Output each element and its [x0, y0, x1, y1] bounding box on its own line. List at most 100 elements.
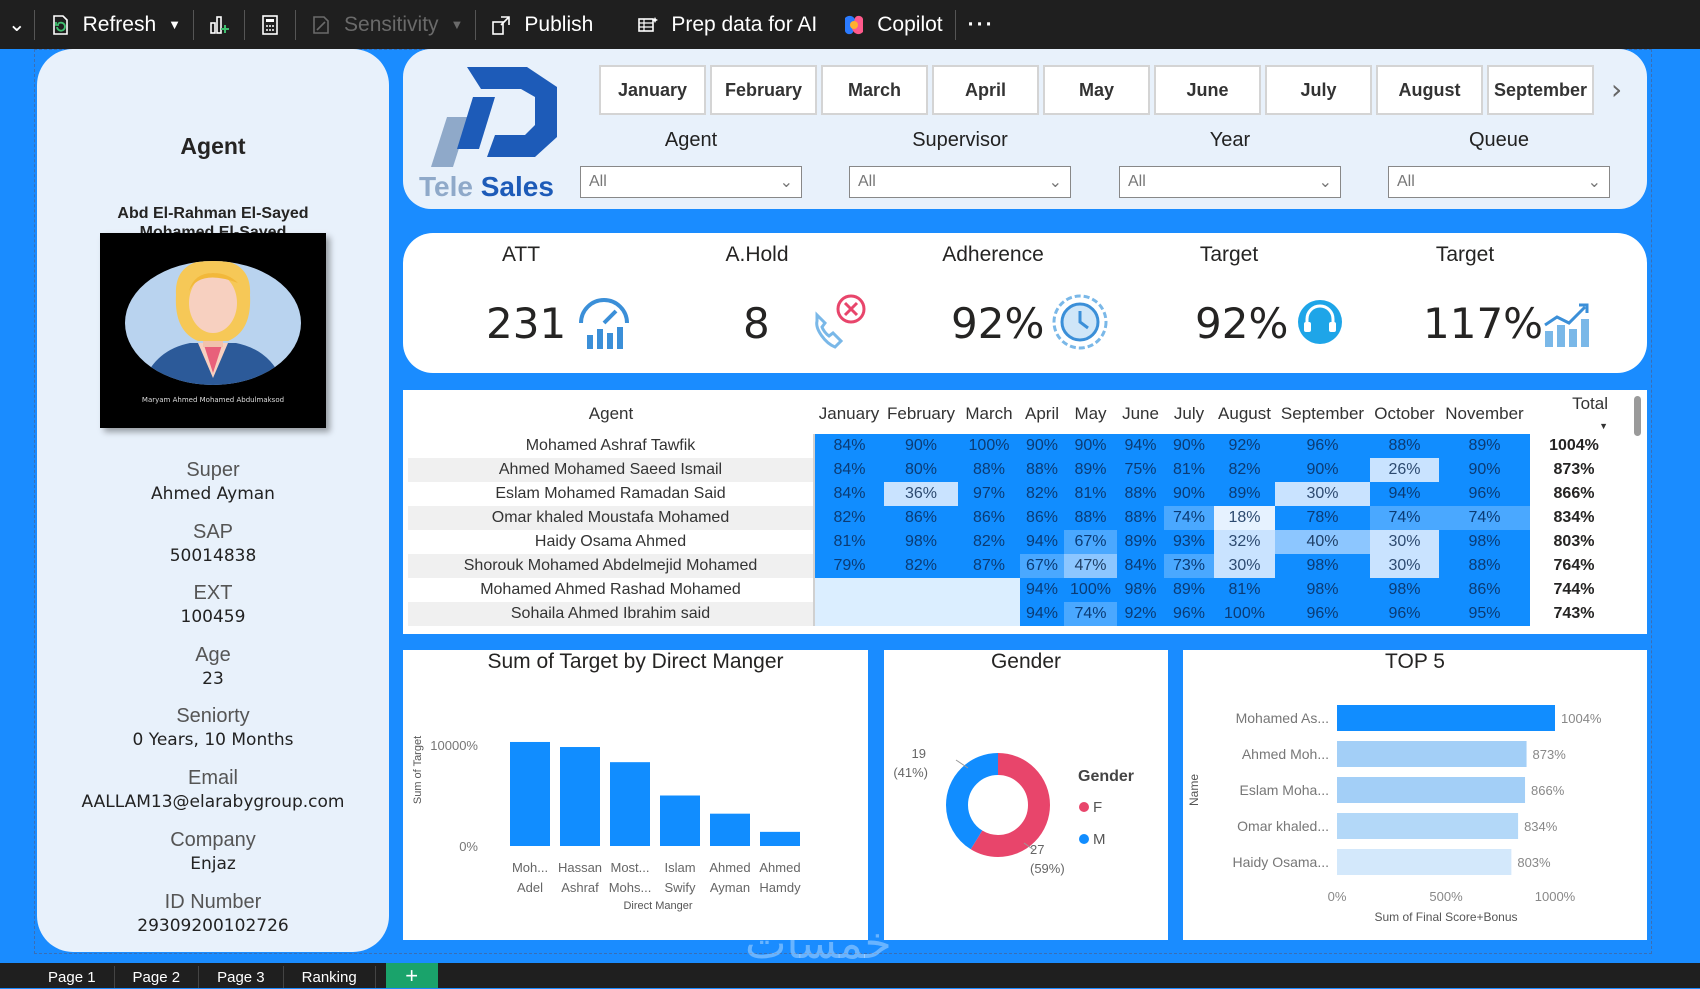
- copilot-button[interactable]: Copilot: [829, 0, 954, 49]
- value-cell[interactable]: 84%: [1117, 554, 1164, 578]
- value-cell[interactable]: 86%: [1439, 578, 1530, 602]
- value-cell[interactable]: 30%: [1370, 554, 1439, 578]
- value-cell[interactable]: 90%: [1164, 482, 1214, 506]
- value-cell[interactable]: 96%: [1439, 482, 1530, 506]
- agent-cell[interactable]: Omar khaled Moustafa Mohamed: [408, 506, 815, 530]
- column-header-month[interactable]: April: [1024, 404, 1059, 423]
- value-cell[interactable]: 18%: [1214, 506, 1275, 530]
- value-cell[interactable]: 32%: [1214, 530, 1275, 554]
- value-cell[interactable]: 94%: [1117, 434, 1164, 458]
- month-button-march[interactable]: March: [821, 65, 928, 115]
- publish-button[interactable]: Publish: [476, 0, 605, 49]
- value-cell[interactable]: 74%: [1064, 602, 1117, 626]
- value-cell[interactable]: 92%: [1117, 602, 1164, 626]
- value-cell[interactable]: [814, 602, 884, 626]
- value-cell[interactable]: 86%: [884, 506, 958, 530]
- more-options-button[interactable]: ···: [956, 0, 1007, 49]
- value-cell[interactable]: 90%: [1439, 458, 1530, 482]
- value-cell[interactable]: 98%: [1439, 530, 1530, 554]
- value-cell[interactable]: 92%: [1214, 434, 1275, 458]
- value-cell[interactable]: 89%: [1117, 530, 1164, 554]
- value-cell[interactable]: [958, 602, 1020, 626]
- value-cell[interactable]: 74%: [1439, 506, 1530, 530]
- value-cell[interactable]: 30%: [1214, 554, 1275, 578]
- value-cell[interactable]: 89%: [1064, 458, 1117, 482]
- value-cell[interactable]: 82%: [1020, 482, 1064, 506]
- value-cell[interactable]: 74%: [1164, 506, 1214, 530]
- value-cell[interactable]: 30%: [1370, 530, 1439, 554]
- value-cell[interactable]: 88%: [1117, 482, 1164, 506]
- tab-ranking[interactable]: Ranking: [284, 966, 376, 988]
- value-cell[interactable]: 98%: [1275, 554, 1370, 578]
- agent-cell[interactable]: Shorouk Mohamed Abdelmejid Mohamed: [408, 554, 815, 578]
- value-cell[interactable]: [958, 578, 1020, 602]
- value-cell[interactable]: [884, 602, 958, 626]
- value-cell[interactable]: 96%: [1370, 602, 1439, 626]
- value-cell[interactable]: 89%: [1439, 434, 1530, 458]
- sensitivity-button[interactable]: Sensitivity ▼: [296, 0, 475, 49]
- value-cell[interactable]: 82%: [1214, 458, 1275, 482]
- total-cell[interactable]: 764%: [1553, 557, 1595, 574]
- refresh-button[interactable]: Refresh ▼: [35, 0, 193, 49]
- calculator-button[interactable]: [245, 0, 295, 49]
- value-cell[interactable]: 87%: [958, 554, 1020, 578]
- total-cell[interactable]: 743%: [1553, 605, 1595, 622]
- value-cell[interactable]: 97%: [958, 482, 1020, 506]
- month-button-june[interactable]: June: [1154, 65, 1261, 115]
- collapse-ribbon-button[interactable]: ⌄: [0, 0, 34, 49]
- value-cell[interactable]: 98%: [1370, 578, 1439, 602]
- value-cell[interactable]: 94%: [1020, 602, 1064, 626]
- column-header-month[interactable]: August: [1218, 404, 1271, 423]
- value-cell[interactable]: 80%: [884, 458, 958, 482]
- total-cell[interactable]: 873%: [1553, 461, 1595, 478]
- value-cell[interactable]: 89%: [1214, 482, 1275, 506]
- month-button-april[interactable]: April: [932, 65, 1039, 115]
- value-cell[interactable]: 88%: [958, 458, 1020, 482]
- value-cell[interactable]: 90%: [1164, 434, 1214, 458]
- value-cell[interactable]: 36%: [884, 482, 958, 506]
- agent-cell[interactable]: Ahmed Mohamed Saeed Ismail: [408, 458, 815, 482]
- value-cell[interactable]: 84%: [814, 458, 884, 482]
- value-cell[interactable]: 100%: [958, 434, 1020, 458]
- column-header-month[interactable]: March: [965, 404, 1013, 423]
- month-button-february[interactable]: February: [710, 65, 817, 115]
- value-cell[interactable]: 82%: [958, 530, 1020, 554]
- value-cell[interactable]: 74%: [1370, 506, 1439, 530]
- value-cell[interactable]: 88%: [1370, 434, 1439, 458]
- matrix-scrollbar[interactable]: [1634, 396, 1641, 436]
- column-header-agent[interactable]: Agent: [588, 404, 634, 423]
- column-header-month[interactable]: October: [1374, 404, 1435, 423]
- value-cell[interactable]: 67%: [1064, 530, 1117, 554]
- slicer-dropdown-year[interactable]: All ⌄: [1119, 166, 1341, 198]
- value-cell[interactable]: 78%: [1275, 506, 1370, 530]
- month-button-july[interactable]: July: [1265, 65, 1372, 115]
- slicer-dropdown-queue[interactable]: All ⌄: [1388, 166, 1610, 198]
- value-cell[interactable]: 96%: [1275, 602, 1370, 626]
- agent-cell[interactable]: Mohamed Ashraf Tawfik: [408, 434, 815, 458]
- value-cell[interactable]: 95%: [1439, 602, 1530, 626]
- value-cell[interactable]: 81%: [1064, 482, 1117, 506]
- value-cell[interactable]: 82%: [884, 554, 958, 578]
- value-cell[interactable]: 100%: [1214, 602, 1275, 626]
- value-cell[interactable]: 90%: [1064, 434, 1117, 458]
- column-header-month[interactable]: February: [886, 404, 956, 423]
- agent-cell[interactable]: Haidy Osama Ahmed: [408, 530, 815, 554]
- total-cell[interactable]: 803%: [1553, 533, 1595, 550]
- value-cell[interactable]: 98%: [884, 530, 958, 554]
- add-page-button[interactable]: +: [385, 963, 438, 988]
- total-cell[interactable]: 834%: [1553, 509, 1595, 526]
- agent-cell[interactable]: Eslam Mohamed Ramadan Said: [408, 482, 815, 506]
- value-cell[interactable]: 26%: [1370, 458, 1439, 482]
- total-cell[interactable]: 866%: [1553, 485, 1595, 502]
- value-cell[interactable]: 84%: [814, 434, 884, 458]
- value-cell[interactable]: 100%: [1064, 578, 1117, 602]
- value-cell[interactable]: 98%: [1117, 578, 1164, 602]
- tab-page-1[interactable]: Page 1: [0, 966, 115, 988]
- month-button-may[interactable]: May: [1043, 65, 1150, 115]
- value-cell[interactable]: 94%: [1020, 578, 1064, 602]
- column-header-month[interactable]: July: [1173, 404, 1205, 423]
- value-cell[interactable]: 79%: [814, 554, 884, 578]
- value-cell[interactable]: 88%: [1439, 554, 1530, 578]
- new-visual-button[interactable]: [194, 0, 244, 49]
- month-button-january[interactable]: January: [599, 65, 706, 115]
